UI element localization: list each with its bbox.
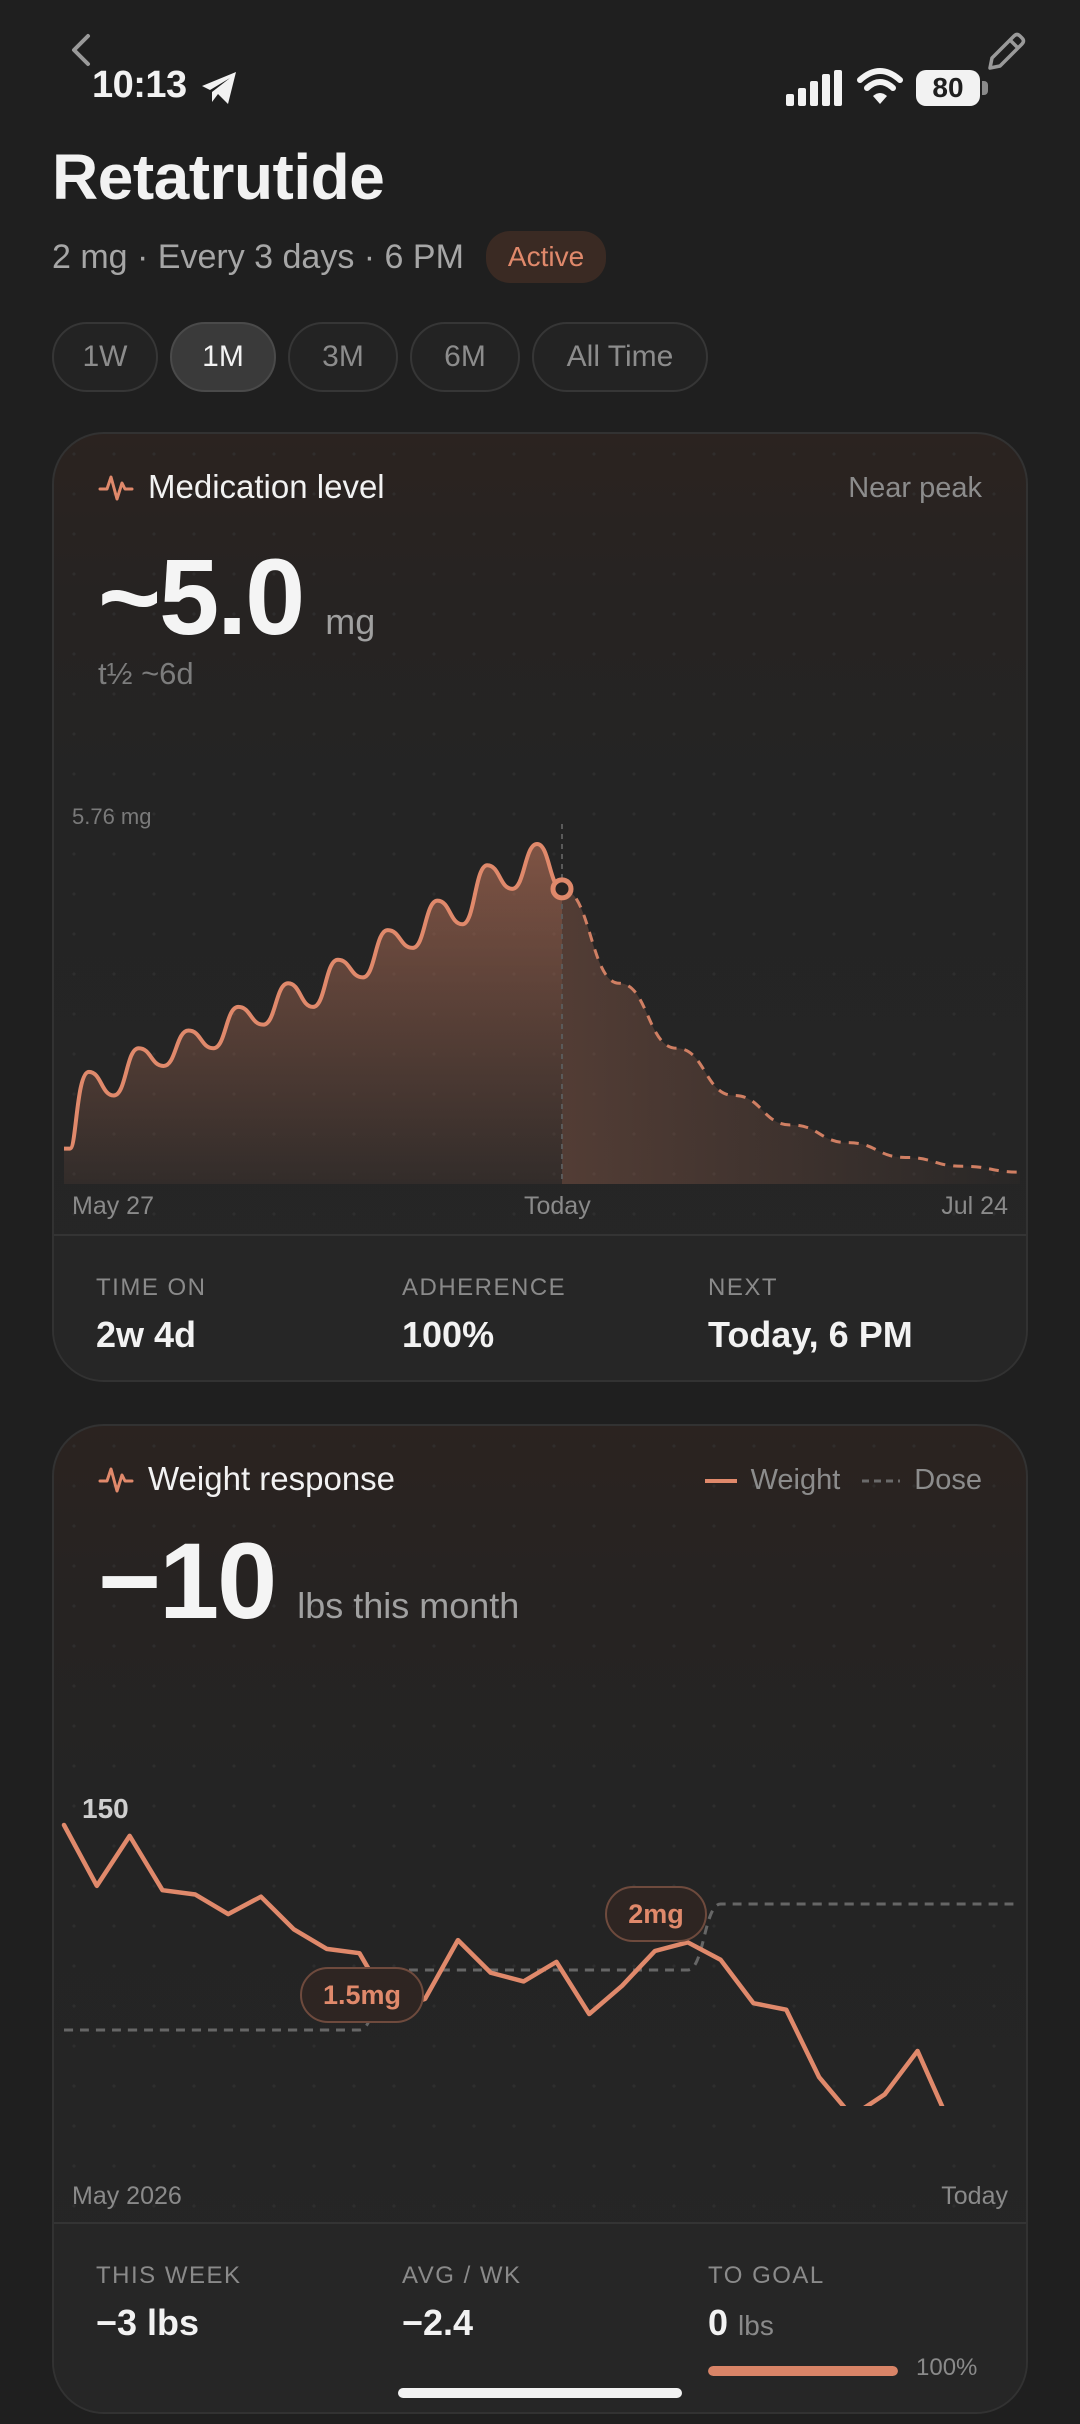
projection-area-fill bbox=[562, 888, 1020, 1184]
legend-weight-swatch bbox=[704, 1478, 737, 1483]
stat-next: NEXT Today, 6 PM bbox=[708, 1274, 913, 1356]
stat-value: −2.4 bbox=[402, 2302, 474, 2343]
medication-card-title: Medication level bbox=[148, 468, 385, 505]
weight-card-header: Weight response bbox=[98, 1460, 395, 1498]
schedule-line: 2 mg · Every 3 days · 6 PM Active bbox=[52, 231, 607, 283]
goal-progress-fill bbox=[708, 2366, 898, 2376]
legend-weight-label: Weight bbox=[750, 1464, 841, 1496]
stat-label: TIME ON bbox=[96, 1274, 207, 1301]
stat-adherence: ADHERENCE 100% bbox=[402, 1274, 566, 1356]
goal-percent: 100% bbox=[916, 2354, 978, 2381]
tab-all-time[interactable]: All Time bbox=[532, 322, 708, 392]
tab-3m[interactable]: 3M bbox=[288, 322, 398, 392]
tab-1w[interactable]: 1W bbox=[52, 322, 158, 392]
pulse-icon bbox=[98, 475, 134, 501]
wifi-icon bbox=[857, 68, 903, 104]
stat-label: NEXT bbox=[708, 1274, 779, 1301]
weight-line bbox=[61, 1822, 945, 2106]
x-label-end: Jul 24 bbox=[941, 1192, 1008, 1220]
medication-stats: TIME ON 2w 4d ADHERENCE 100% NEXT Today,… bbox=[54, 1234, 1026, 1380]
current-level-point[interactable] bbox=[550, 877, 574, 901]
weight-card-title: Weight response bbox=[148, 1460, 396, 1497]
battery-indicator: 80 bbox=[916, 70, 988, 106]
pulse-icon bbox=[98, 1467, 134, 1493]
range-tabs: 1W 1M 3M 6M All Time bbox=[52, 322, 708, 392]
half-life: t½ ~6d bbox=[98, 656, 194, 691]
weight-stats: THIS WEEK −3 lbs AVG / WK −2.4 TO GOAL 0… bbox=[54, 2222, 1026, 2412]
x-label-start: May 2026 bbox=[72, 2182, 182, 2210]
peak-label: 5.76 mg bbox=[72, 804, 152, 829]
stat-value: Today, 6 PM bbox=[708, 1314, 913, 1355]
stat-value: 100% bbox=[402, 1314, 495, 1355]
schedule-text: 2 mg · Every 3 days · 6 PM bbox=[52, 237, 464, 276]
stat-label: TO GOAL bbox=[708, 2262, 825, 2289]
weight-response-card[interactable]: Weight response Weight Dose −10 lbs this… bbox=[52, 1424, 1028, 2414]
stat-value: 0 lbs bbox=[708, 2302, 825, 2344]
stat-label: THIS WEEK bbox=[96, 2262, 242, 2289]
level-readout: ~5.0 mg bbox=[98, 534, 375, 659]
weight-change-unit: lbs this month bbox=[297, 1585, 520, 1626]
page-title: Retatrutide bbox=[52, 141, 385, 213]
weight-change-readout: −10 lbs this month bbox=[98, 1518, 519, 1643]
goal-unit: lbs bbox=[738, 2310, 774, 2341]
stat-value: −3 lbs bbox=[96, 2302, 200, 2343]
goal-value: 0 bbox=[708, 2302, 729, 2343]
battery-nub bbox=[982, 81, 988, 95]
tab-6m[interactable]: 6M bbox=[410, 322, 520, 392]
dose-annotation-label: 2mg bbox=[628, 1899, 684, 1929]
edit-pencil-icon[interactable] bbox=[980, 28, 1030, 78]
x-label-start: May 27 bbox=[72, 1192, 154, 1220]
legend-dose-label: Dose bbox=[914, 1464, 982, 1496]
dose-annotation-pill bbox=[300, 1967, 424, 2023]
status-time: 10:13 bbox=[92, 64, 187, 106]
level-value: ~5.0 bbox=[98, 536, 305, 657]
x-label-end: Today bbox=[941, 2182, 1008, 2210]
medication-level-chart bbox=[64, 824, 1021, 1184]
level-unit: mg bbox=[325, 601, 376, 642]
weight-start-label: 150 bbox=[82, 1793, 129, 1824]
level-state: Near peak bbox=[848, 472, 982, 504]
cellular-signal-icon bbox=[786, 70, 842, 106]
home-indicator[interactable] bbox=[398, 2388, 682, 2398]
battery-level: 80 bbox=[916, 70, 980, 106]
stat-time-on: TIME ON 2w 4d bbox=[96, 1274, 207, 1356]
goal-progress-bar bbox=[708, 2366, 898, 2376]
medication-card-header: Medication level bbox=[98, 468, 385, 506]
stat-label: AVG / WK bbox=[402, 2262, 522, 2289]
stat-value: 2w 4d bbox=[96, 1314, 197, 1355]
projected-level-line bbox=[561, 887, 1021, 1174]
stat-avg-week: AVG / WK −2.4 bbox=[402, 2262, 522, 2344]
status-bar: 10:13 80 bbox=[0, 0, 1080, 130]
telegram-icon bbox=[202, 72, 236, 104]
x-label-today: Today bbox=[524, 1192, 591, 1220]
dose-annotation-label: 1.5mg bbox=[323, 1980, 401, 2010]
back-chevron-icon[interactable] bbox=[62, 30, 102, 70]
legend-dose-swatch bbox=[862, 1479, 901, 1482]
dose-annotation-pill bbox=[605, 1886, 707, 1942]
weight-change-value: −10 bbox=[98, 1520, 277, 1641]
stat-to-goal: TO GOAL 0 lbs bbox=[708, 2262, 825, 2344]
weight-legend: Weight Dose bbox=[704, 1464, 982, 1497]
dose-line bbox=[63, 1902, 1016, 2032]
stat-label: ADHERENCE bbox=[402, 1274, 567, 1301]
medication-level-card[interactable]: Medication level Near peak ~5.0 mg t½ ~6… bbox=[52, 432, 1028, 1382]
medication-level-line bbox=[64, 842, 563, 1151]
status-badge: Active bbox=[485, 231, 607, 283]
stat-this-week: THIS WEEK −3 lbs bbox=[96, 2262, 242, 2344]
tab-1m[interactable]: 1M bbox=[170, 322, 276, 392]
medication-area-fill bbox=[64, 844, 562, 1184]
